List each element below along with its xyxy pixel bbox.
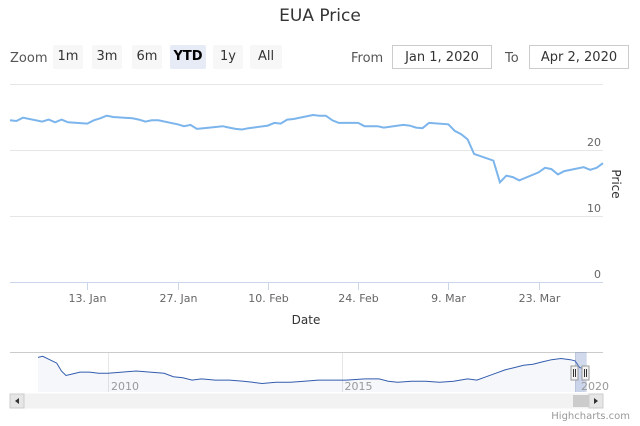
scrollbar-right-arrow[interactable]: [588, 393, 604, 409]
credits-link[interactable]: Highcharts.com: [551, 411, 630, 422]
navigator-year-label: 2010: [111, 380, 139, 393]
x-tick-label: 9. Mar: [431, 292, 466, 305]
zoom-button-all[interactable]: All: [250, 45, 282, 69]
zoom-button-ytd[interactable]: YTD: [170, 45, 206, 69]
from-date-input[interactable]: Jan 1, 2020: [392, 45, 492, 69]
y-axis-ticks: 0 10 20: [587, 136, 601, 281]
navigator-year-label: 2015: [345, 380, 373, 393]
x-tick-label: 24. Feb: [338, 292, 378, 305]
zoom-button-3m[interactable]: 3m: [92, 45, 122, 69]
zoom-label: Zoom: [10, 51, 48, 66]
scrollbar-left-arrow[interactable]: [9, 393, 25, 409]
x-axis-ticks: 13. Jan 27. Jan 10. Feb 24. Feb 9. Mar 23. Ma…: [69, 282, 561, 305]
to-label: To: [505, 51, 519, 66]
x-tick-label: 27. Jan: [160, 292, 198, 305]
y-axis-title: Price: [609, 169, 623, 198]
x-tick-label: 23. Mar: [519, 292, 561, 305]
navigator-selection-mask[interactable]: [575, 352, 587, 392]
x-axis-title: Date: [292, 313, 321, 327]
navigator-year-label: 2020: [581, 380, 609, 393]
zoom-button-1y[interactable]: 1y: [213, 45, 243, 69]
chart-title: EUA Price: [279, 6, 361, 26]
navigator-handle-right[interactable]: [581, 365, 590, 381]
scrollbar[interactable]: [9, 393, 604, 409]
navigator-handle-left[interactable]: [570, 365, 579, 381]
price-series-line: [9, 113, 604, 185]
y-tick-label: 10: [587, 202, 601, 215]
navigator-series-area: [38, 356, 585, 392]
zoom-button-1m[interactable]: 1m: [53, 45, 83, 69]
y-tick-label: 20: [587, 136, 601, 149]
x-tick-label: 13. Jan: [69, 292, 107, 305]
from-label: From: [351, 51, 384, 66]
grid-lines: [10, 84, 603, 283]
y-tick-label: 0: [594, 268, 601, 281]
navigator-series-line: [37, 355, 585, 385]
to-date-input[interactable]: Apr 2, 2020: [529, 45, 629, 69]
scrollbar-thumb[interactable]: [573, 395, 589, 407]
x-tick-label: 10. Feb: [248, 292, 288, 305]
arrow-left-icon: [15, 398, 19, 404]
navigator-year-labels: 2010 2015 2020: [111, 380, 609, 393]
arrow-right-icon: [594, 398, 598, 404]
navigator[interactable]: 2010 2015 2020: [10, 352, 609, 393]
zoom-button-6m[interactable]: 6m: [132, 45, 162, 69]
